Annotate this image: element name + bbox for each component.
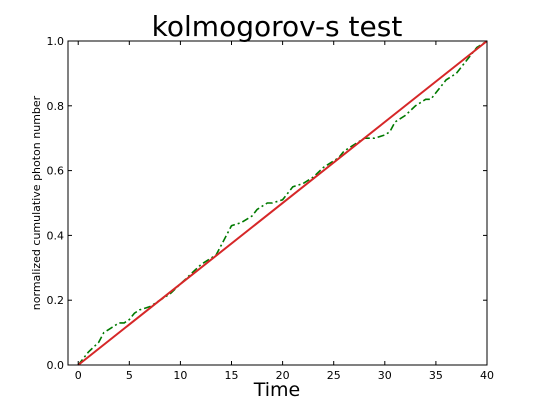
x-axis-label: Time: [253, 379, 301, 401]
x-tick-label: 0: [75, 369, 82, 382]
plot-area: [77, 40, 488, 366]
x-tick-label: 5: [126, 369, 133, 382]
y-tick-label: 0.4: [47, 229, 65, 242]
x-tick-label: 40: [480, 369, 494, 382]
x-tick-label: 25: [327, 369, 341, 382]
x-tick-label: 10: [173, 369, 187, 382]
axis-ticks: 0 5 10 15 20 25 30 35 40 0.0 0.2 0.4 0.6 0.8 1.0: [47, 35, 495, 382]
y-axis-label: normalized cumulative photon number: [30, 95, 43, 310]
x-tick-label: 35: [429, 369, 443, 382]
y-tick-label: 0.6: [47, 165, 65, 178]
x-tick-label: 20: [276, 369, 290, 382]
x-tick-label: 30: [378, 369, 392, 382]
x-tick-label: 15: [225, 369, 239, 382]
y-tick-label: 0.2: [47, 294, 65, 307]
y-tick-label: 1.0: [47, 35, 65, 48]
series-line-0: [77, 40, 488, 366]
y-tick-label: 0.0: [47, 359, 65, 372]
chart-title: kolmogorov-s test: [152, 10, 403, 43]
series-line-1: [77, 40, 488, 366]
y-tick-label: 0.8: [47, 100, 65, 113]
plot-frame: [67, 40, 488, 366]
